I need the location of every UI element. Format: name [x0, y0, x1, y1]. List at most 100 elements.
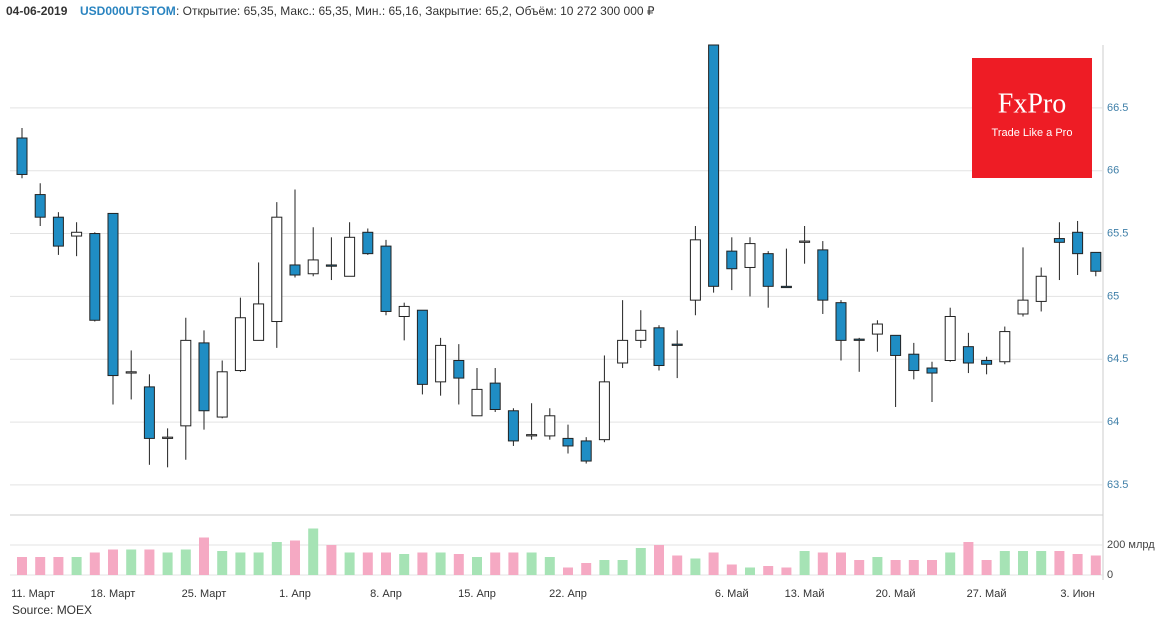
volume-bar	[217, 551, 228, 575]
volume-bar	[945, 552, 956, 575]
volume-bar	[544, 557, 555, 575]
volume-bar	[162, 552, 173, 575]
candle-body	[544, 415, 556, 437]
volume-bar	[235, 552, 246, 575]
logo-brand: FxPro	[998, 88, 1066, 119]
candle-body	[598, 381, 610, 441]
volume-bar	[872, 557, 883, 575]
candle-body	[289, 264, 301, 276]
volume-bar	[89, 552, 100, 575]
x-tick-label: 11. Март	[11, 588, 55, 600]
y-tick-label: 64.5	[1107, 353, 1128, 365]
candle-body	[471, 388, 483, 417]
volume-bar	[1054, 551, 1065, 575]
candle-body	[253, 303, 265, 341]
x-tick-label: 20. Май	[876, 588, 916, 600]
y-tick-label: 65	[1107, 290, 1119, 302]
candle-body	[526, 434, 538, 437]
x-tick-label: 13. Май	[785, 588, 825, 600]
volume-bar	[526, 552, 537, 575]
volume-bar	[253, 552, 264, 575]
x-tick-label: 15. Апр	[458, 588, 496, 600]
candle-body	[799, 240, 811, 243]
candle-body	[143, 386, 155, 439]
candle-body	[708, 44, 720, 287]
logo-box	[972, 58, 1092, 178]
volume-bar	[963, 542, 974, 575]
candle-body	[34, 194, 46, 218]
volume-bar	[308, 528, 319, 575]
candle-body	[380, 245, 392, 312]
source: Source: MOEX	[12, 603, 92, 617]
candle-body	[853, 338, 865, 341]
y-tick-label: 66.5	[1107, 102, 1128, 114]
volume-bar	[763, 566, 774, 575]
candle-body	[89, 233, 101, 321]
y-tick-label: 66	[1107, 165, 1119, 177]
y-tick-label: 200 млрд	[1107, 539, 1155, 551]
candle-body	[453, 359, 465, 379]
volume-bar	[708, 552, 719, 575]
candle-body	[271, 216, 283, 323]
candle-body	[580, 440, 592, 462]
volume-bar	[672, 555, 683, 575]
volume-bar	[490, 552, 501, 575]
y-tick-label: 64	[1107, 416, 1119, 428]
volume-bar	[126, 549, 137, 575]
volume-bar	[453, 554, 464, 575]
x-tick-label: 22. Апр	[549, 588, 587, 600]
volume-bar	[1018, 551, 1028, 575]
volume-bar	[617, 560, 628, 575]
volume-bar	[781, 567, 792, 575]
candle-body	[835, 302, 847, 341]
candle-body	[107, 212, 119, 377]
header-date: 04-06-2019	[6, 4, 68, 18]
candle-body	[926, 367, 938, 374]
volume-bar	[144, 549, 155, 575]
candle-body	[489, 382, 501, 411]
volume-bar	[53, 557, 64, 575]
candle-body	[307, 259, 319, 275]
candle-body	[762, 253, 774, 287]
volume-bar	[836, 552, 846, 575]
volume-bar	[1036, 551, 1047, 575]
candle-body	[635, 329, 647, 341]
candle-body	[890, 334, 902, 356]
candle-body	[671, 343, 683, 346]
volume-bar	[381, 552, 391, 575]
candle-body	[362, 231, 374, 255]
volume-bar	[690, 558, 701, 575]
candle-body	[71, 231, 83, 237]
volume-bar	[435, 552, 446, 575]
volume-bar	[799, 551, 810, 575]
volume-bar	[17, 557, 27, 575]
volume-bar	[817, 552, 828, 575]
candle-body	[562, 437, 574, 447]
volume-bar	[180, 549, 191, 575]
candle-body	[689, 239, 701, 301]
candle-body	[653, 327, 665, 367]
volume-bar	[326, 545, 337, 575]
volume-bar	[71, 557, 82, 575]
header-ticker: USD000UTSTOM	[80, 4, 176, 18]
volume-bar	[108, 549, 118, 575]
x-tick-label: 25. Март	[182, 588, 227, 600]
candle-body	[398, 305, 410, 317]
x-tick-label: 27. Май	[967, 588, 1007, 600]
candle-body	[744, 243, 756, 268]
candle-body	[1053, 238, 1065, 243]
candle-body	[435, 344, 447, 383]
volume-bar	[745, 567, 755, 575]
candle-body	[507, 410, 519, 442]
y-tick-label: 63.5	[1107, 479, 1128, 491]
candle-body	[780, 285, 792, 289]
plot-area: 63.5 64 64.5 65 65.5 66 66.5 0 200 млрд 11. Март 1…	[10, 44, 1155, 600]
candle-body	[1017, 299, 1029, 315]
candle-body	[16, 137, 28, 175]
x-tick-label: 18. Март	[91, 588, 136, 600]
x-tick-label: 8. Апр	[370, 588, 402, 600]
candle-body	[817, 249, 829, 301]
candle-body	[726, 250, 738, 270]
candle-body	[981, 359, 993, 365]
candle-body	[162, 436, 174, 439]
